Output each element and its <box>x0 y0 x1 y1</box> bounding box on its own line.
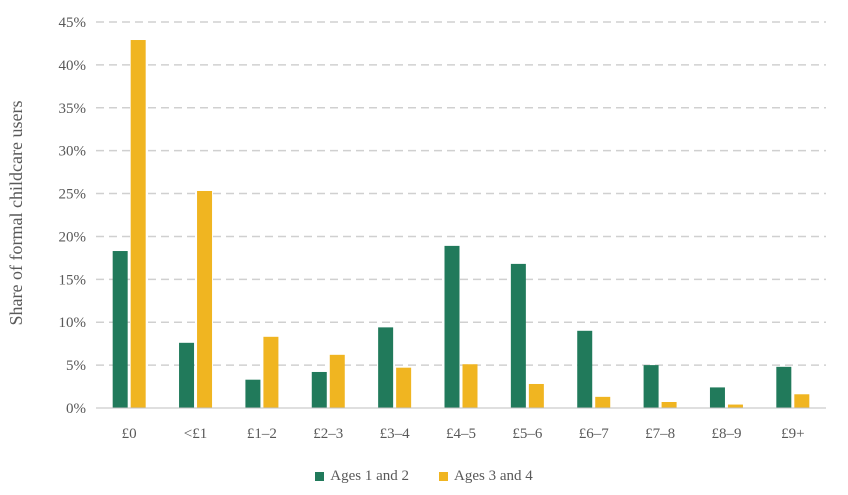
legend-item-series-1: Ages 1 and 2 <box>315 468 409 485</box>
y-tick-label: 45% <box>59 15 87 31</box>
bar-ages-3-and-4 <box>462 364 478 408</box>
x-axis-ticks: £0 <£1 £1–2 £2–3 £3–4 £4–5 £5–6 £6–7 £7–8 £8–9 £9+ <box>122 426 805 442</box>
legend-label: Ages 1 and 2 <box>330 468 409 484</box>
y-tick-label: 30% <box>59 144 87 160</box>
bar-ages-3-and-4 <box>727 404 743 408</box>
bar-ages-1-and-2 <box>444 245 460 408</box>
x-tick-label: £4–5 <box>446 426 476 442</box>
y-tick-label: 20% <box>59 229 87 245</box>
x-tick-label: £8–9 <box>711 426 741 442</box>
bar-ages-3-and-4 <box>263 336 279 408</box>
bar-ages-1-and-2 <box>577 330 593 408</box>
y-tick-label: 5% <box>66 358 86 374</box>
bar-ages-3-and-4 <box>329 354 345 408</box>
y-tick-label: 15% <box>59 272 87 288</box>
legend: Ages 1 and 2 Ages 3 and 4 <box>0 468 848 485</box>
bar-ages-1-and-2 <box>643 365 659 408</box>
x-tick-label: £0 <box>122 426 137 442</box>
y-axis-ticks: 0% 5% 10% 15% 20% 25% 30% 35% 40% 45% <box>59 15 87 417</box>
x-tick-label: £5–6 <box>512 426 543 442</box>
bar-ages-1-and-2 <box>112 251 128 408</box>
bar-ages-3-and-4 <box>396 367 412 408</box>
x-tick-label: £2–3 <box>313 426 343 442</box>
bar-ages-3-and-4 <box>794 394 810 408</box>
x-tick-label: <£1 <box>184 426 207 442</box>
x-tick-label: £9+ <box>781 426 804 442</box>
bar-ages-1-and-2 <box>510 263 526 408</box>
bar-ages-1-and-2 <box>378 327 394 408</box>
bar-ages-3-and-4 <box>595 396 611 408</box>
y-axis-title: Share of formal childcare users <box>6 101 26 326</box>
y-tick-label: 40% <box>59 58 87 74</box>
legend-swatch <box>439 472 448 481</box>
bar-ages-3-and-4 <box>130 40 146 408</box>
x-tick-label: £6–7 <box>579 426 610 442</box>
legend-label: Ages 3 and 4 <box>454 468 533 484</box>
bars <box>112 40 810 408</box>
y-tick-label: 35% <box>59 101 87 117</box>
x-tick-label: £7–8 <box>645 426 675 442</box>
bar-ages-1-and-2 <box>179 342 195 408</box>
bar-ages-3-and-4 <box>528 383 544 408</box>
bar-ages-3-and-4 <box>197 190 213 408</box>
bar-ages-1-and-2 <box>709 387 725 408</box>
legend-swatch <box>315 472 325 481</box>
gridlines <box>96 21 826 366</box>
y-tick-label: 0% <box>66 401 86 417</box>
bar-ages-1-and-2 <box>245 379 261 408</box>
bar-ages-3-and-4 <box>661 401 677 408</box>
x-tick-label: £3–4 <box>380 426 411 442</box>
y-tick-label: 25% <box>59 187 87 203</box>
legend-item-series-2: Ages 3 and 4 <box>439 468 533 485</box>
x-tick-label: £1–2 <box>247 426 277 442</box>
bar-ages-1-and-2 <box>776 366 792 408</box>
bar-ages-1-and-2 <box>311 371 327 408</box>
y-tick-label: 10% <box>59 315 87 331</box>
